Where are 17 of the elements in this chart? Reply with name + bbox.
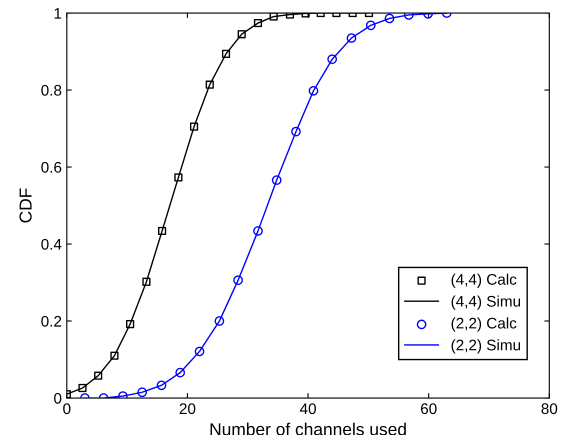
y-tick-label: 0.8 <box>41 84 62 96</box>
y-tick-label: 0 <box>54 392 62 404</box>
x-tick-label: 0 <box>63 403 70 414</box>
x-tick-label: 80 <box>541 403 558 414</box>
x-tick-label: 40 <box>300 403 316 414</box>
x-tick-label: 20 <box>180 403 196 414</box>
y-tick-label: 0.2 <box>41 316 62 327</box>
legend-label: (2,2) Simu <box>452 339 520 354</box>
y-axis-title: CDF <box>19 188 32 222</box>
legend-label: (4,4) Calc <box>452 274 516 288</box>
legend-label: (4,4) Simu <box>452 295 520 310</box>
y-tick-label: 0.6 <box>41 162 62 173</box>
x-tick-label: 60 <box>420 403 437 414</box>
y-tick-label: 1 <box>54 8 62 19</box>
y-tick-label: 0.4 <box>41 238 62 250</box>
legend-label: (2,2) Calc <box>452 317 516 332</box>
x-axis-title: Number of channels used <box>210 422 406 435</box>
